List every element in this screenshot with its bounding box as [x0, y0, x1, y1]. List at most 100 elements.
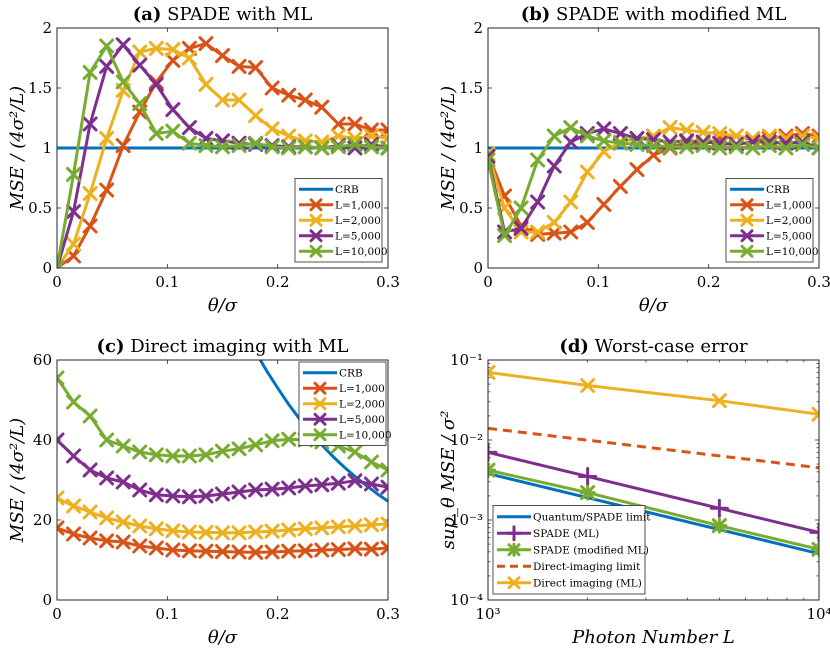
marker-stroke	[231, 58, 247, 74]
series-l-10-000	[488, 120, 819, 244]
data-point	[181, 135, 197, 151]
legend-item: Direct imaging (ML)	[497, 576, 642, 590]
chart-title: (a) SPADE with ML	[133, 4, 313, 25]
marker-stroke	[165, 42, 181, 58]
marker-stroke	[363, 517, 379, 533]
marker-stroke	[165, 102, 181, 118]
data-point	[231, 92, 247, 108]
axes-frame	[56, 359, 389, 601]
data-point	[563, 224, 579, 240]
x-tick-label: 0.1	[586, 273, 610, 291]
data-point	[811, 406, 819, 422]
x-tick-label: 0	[52, 605, 62, 623]
data-point	[132, 57, 148, 73]
data-point	[330, 116, 346, 132]
marker-stroke	[82, 408, 98, 424]
legend-item: CRB	[299, 184, 359, 196]
marker-stroke	[132, 518, 148, 534]
data-point	[281, 543, 297, 559]
marker-stroke	[148, 521, 164, 537]
series-direct-imaging-ml	[488, 364, 819, 422]
data-point	[711, 393, 727, 409]
series-l-2-000	[57, 490, 388, 541]
legend-label: L=2,000	[335, 215, 381, 227]
data-point	[132, 518, 148, 534]
axes-frame	[487, 27, 820, 269]
marker-stroke	[165, 448, 181, 464]
data-point	[695, 138, 711, 154]
data-point	[579, 128, 595, 144]
data-point	[198, 36, 214, 52]
x-tick-label: 10³	[475, 605, 500, 623]
data-point	[248, 524, 264, 540]
marker-stroke	[711, 393, 727, 409]
data-point	[82, 462, 98, 478]
marker-stroke	[99, 510, 115, 526]
data-point	[297, 543, 313, 559]
x-tick-label: 0.1	[155, 605, 179, 623]
y-tick-label: 0	[42, 259, 52, 277]
series-l-1-000	[57, 520, 388, 560]
data-point	[248, 135, 264, 151]
data-point	[297, 521, 313, 537]
marker-stroke	[148, 40, 164, 56]
marker-stroke	[363, 541, 379, 557]
marker-stroke	[794, 136, 810, 152]
data-point	[330, 519, 346, 535]
marker-stroke	[181, 524, 197, 540]
marker-stroke	[347, 541, 363, 557]
marker-stroke	[115, 514, 131, 530]
marker-stroke	[297, 478, 313, 494]
marker-stroke	[57, 375, 65, 386]
data-point	[811, 128, 819, 144]
data-point	[711, 517, 728, 534]
plot-area	[488, 364, 819, 558]
marker-stroke	[380, 140, 388, 151]
marker-stroke	[596, 121, 612, 137]
marker-stroke	[695, 138, 711, 154]
data-point	[347, 136, 363, 152]
marker-stroke	[264, 523, 280, 539]
data-point	[198, 138, 214, 154]
data-point	[679, 122, 695, 138]
data-point	[579, 484, 596, 501]
data-point	[563, 194, 579, 210]
data-point	[629, 162, 645, 178]
x-axis-label: θ/σ	[208, 627, 238, 648]
marker-stroke	[778, 140, 794, 156]
data-point	[314, 140, 330, 156]
legend-item: L=1,000	[299, 198, 381, 212]
data-point	[646, 138, 661, 154]
data-point	[66, 448, 82, 464]
series-spade-ml	[488, 442, 819, 542]
x-axis-label: θ/σ	[208, 295, 238, 316]
data-point	[148, 487, 164, 503]
x-tick-label: 0	[52, 273, 62, 291]
marker-stroke	[148, 126, 164, 142]
marker-stroke	[115, 474, 131, 490]
marker-stroke	[281, 480, 297, 496]
marker-stroke	[165, 523, 181, 539]
marker-stroke	[99, 130, 115, 146]
y-axis-label: MSE / (4σ²/L)	[438, 86, 459, 211]
legend-item: L=5,000	[299, 229, 381, 243]
marker-stroke	[811, 406, 819, 417]
y-tick-label: 10⁻⁴	[450, 591, 483, 609]
marker-stroke	[546, 158, 562, 174]
data-point	[612, 178, 628, 194]
marker-stroke	[363, 476, 379, 492]
marker-stroke	[66, 394, 82, 410]
marker-stroke	[530, 152, 546, 168]
marker-stroke	[811, 547, 819, 557]
axes-frame	[56, 27, 389, 269]
legend-marker	[507, 576, 521, 590]
data-point	[82, 64, 98, 80]
legend-label: L=5,000	[766, 231, 812, 243]
legend-item: L=5,000	[730, 229, 812, 243]
marker-stroke	[231, 525, 247, 541]
marker-stroke	[679, 122, 695, 138]
marker-stroke	[488, 157, 496, 168]
marker-stroke	[347, 473, 363, 489]
series-quantum-spade-limit	[488, 472, 819, 556]
